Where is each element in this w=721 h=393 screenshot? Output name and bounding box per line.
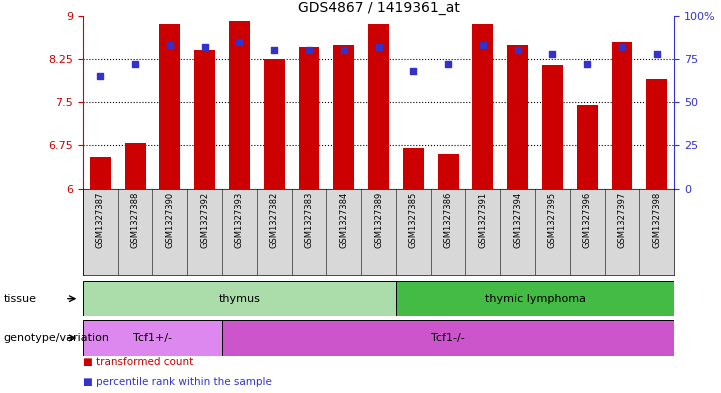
Bar [90,157,111,189]
Point [199,44,211,50]
Text: tissue: tissue [4,294,37,304]
Text: GSM1327385: GSM1327385 [409,192,417,248]
Bar [368,24,389,189]
Text: GSM1327387: GSM1327387 [96,192,105,248]
Point [338,47,350,53]
Point [547,51,558,57]
Bar [611,42,632,189]
Point [651,51,663,57]
Bar [229,22,250,189]
Text: genotype/variation: genotype/variation [4,333,110,343]
Bar [646,79,667,189]
Point [304,47,315,53]
Text: GSM1327393: GSM1327393 [235,192,244,248]
Text: GSM1327394: GSM1327394 [513,192,522,248]
Bar [438,154,459,189]
Bar [83,320,222,356]
Text: GSM1327397: GSM1327397 [617,192,627,248]
Text: ■ percentile rank within the sample: ■ percentile rank within the sample [83,377,272,387]
Text: GSM1327389: GSM1327389 [374,192,383,248]
Point [234,39,245,45]
Text: GSM1327388: GSM1327388 [131,192,140,248]
Text: GSM1327382: GSM1327382 [270,192,279,248]
Bar [194,50,215,189]
Point [407,68,419,74]
Bar [396,281,674,316]
Text: GSM1327386: GSM1327386 [443,192,453,248]
Point [164,42,176,48]
Point [94,73,106,79]
Bar [125,143,146,189]
Bar [159,24,180,189]
Text: GSM1327398: GSM1327398 [653,192,661,248]
Point [477,42,489,48]
Text: GSM1327392: GSM1327392 [200,192,209,248]
Text: GSM1327391: GSM1327391 [478,192,487,248]
Text: GSM1327383: GSM1327383 [304,192,314,248]
Bar [333,44,354,189]
Text: thymus: thymus [218,294,260,304]
Text: GSM1327390: GSM1327390 [165,192,174,248]
Bar [222,320,674,356]
Text: GSM1327396: GSM1327396 [583,192,592,248]
Point [268,47,280,53]
Bar [298,48,319,189]
Text: ■ transformed count: ■ transformed count [83,358,193,367]
Text: Tcf1-/-: Tcf1-/- [431,333,465,343]
Bar [264,59,285,189]
Bar [403,148,424,189]
Point [616,44,628,50]
Bar [542,65,563,189]
Text: GSM1327384: GSM1327384 [340,192,348,248]
Point [129,61,141,67]
Point [512,47,523,53]
Title: GDS4867 / 1419361_at: GDS4867 / 1419361_at [298,1,459,15]
Bar [507,44,528,189]
Point [442,61,454,67]
Point [373,44,384,50]
Text: Tcf1+/-: Tcf1+/- [133,333,172,343]
Point [581,61,593,67]
Bar [83,281,396,316]
Bar [577,105,598,189]
Text: GSM1327395: GSM1327395 [548,192,557,248]
Text: thymic lymphoma: thymic lymphoma [485,294,585,304]
Bar [472,24,493,189]
